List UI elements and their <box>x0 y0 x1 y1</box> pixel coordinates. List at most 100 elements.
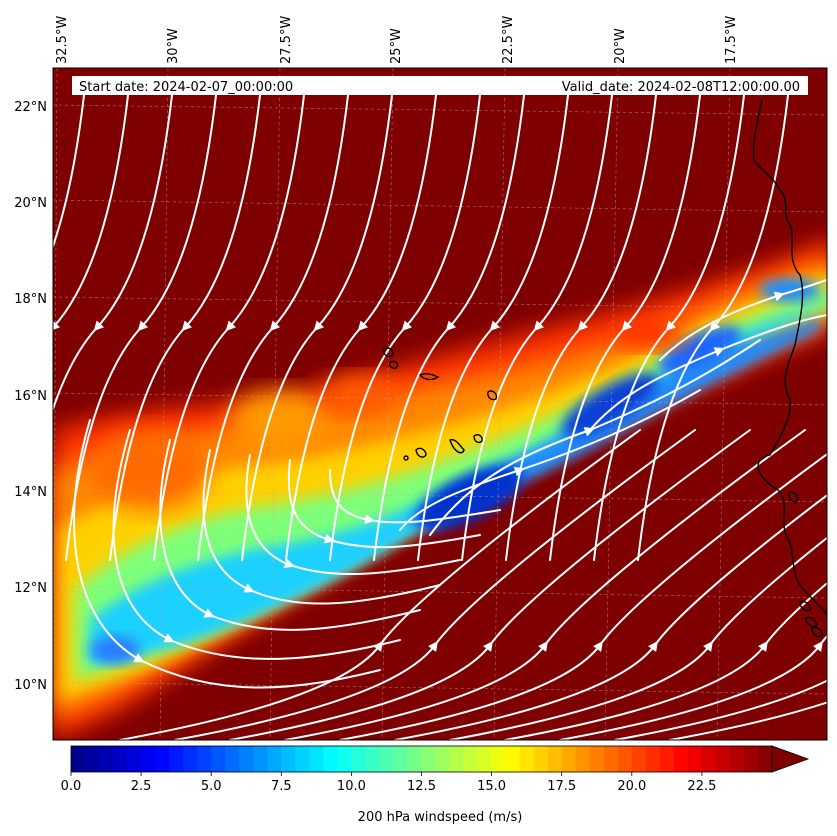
streamline <box>339 452 827 740</box>
colorbar-tick-label: 5.0 <box>201 779 222 794</box>
colorbar-cell <box>659 746 675 772</box>
colorbar-tick-label: 7.5 <box>271 779 292 794</box>
colorbar-cell <box>351 746 367 772</box>
streamline <box>112 429 401 660</box>
lon-tick-label: 25°W <box>389 28 404 64</box>
streamline <box>287 459 481 549</box>
colorbar-extend-arrow <box>771 745 810 773</box>
colorbar-cell <box>85 746 100 772</box>
latitude-labels: 22°N 20°N 18°N 16°N 14°N 12°N 10°N <box>14 100 47 693</box>
colorbar-cell <box>575 746 591 772</box>
streamline <box>589 314 827 431</box>
colorbar-cell <box>393 746 409 772</box>
colorbar-cell <box>729 746 745 772</box>
streamline <box>241 94 393 561</box>
lon-tick-label: 17.5°W <box>724 16 739 64</box>
colorbar-cell <box>211 746 226 772</box>
colorbar-cell <box>561 746 577 772</box>
colorbar-cell <box>141 746 156 772</box>
map-frame <box>52 67 828 741</box>
start-date-label: Start date: 2024-02-07_00:00:00 <box>79 80 293 95</box>
colorbar-cell <box>617 746 633 772</box>
streamline <box>669 701 827 740</box>
colorbar-label: 200 hPa windspeed (m/s) <box>358 810 523 825</box>
coastline <box>382 99 827 638</box>
map-panel <box>53 68 827 740</box>
lon-tick-label: 27.5°W <box>279 16 294 64</box>
colorbar-tick-label: 12.5 <box>407 779 436 794</box>
colorbar-cell <box>477 746 493 772</box>
colorbar-cell <box>281 746 296 772</box>
lon-tick-label: 20°W <box>613 28 628 64</box>
streamline <box>549 94 701 561</box>
colorbar-cell <box>757 746 773 772</box>
streamline <box>197 94 349 561</box>
colorbar-cell <box>239 746 254 772</box>
streamline <box>504 581 827 740</box>
colorbar-cell <box>295 746 310 772</box>
streamline <box>65 94 217 561</box>
colorbar-cell <box>435 746 451 772</box>
colorbar: 0.0 2.5 5.0 7.5 10.0 12.5 15.0 17.5 20.0 22.5 200… <box>61 745 810 825</box>
colorbar-cells <box>71 746 773 772</box>
streamlines <box>53 94 827 740</box>
colorbar-tick-label: 0.0 <box>61 779 82 794</box>
streamline <box>461 94 613 561</box>
colorbar-cell <box>323 746 338 772</box>
streamline <box>593 94 745 561</box>
colorbar-cell <box>421 746 437 772</box>
streamline <box>229 429 751 740</box>
colorbar-cell <box>365 746 381 772</box>
lat-tick-label: 20°N <box>14 196 47 211</box>
streamline <box>637 94 789 561</box>
colorbar-cell <box>547 746 563 772</box>
colorbar-ticks: 0.0 2.5 5.0 7.5 10.0 12.5 15.0 17.5 20.0 22.5 <box>61 772 716 794</box>
colorbar-cell <box>449 746 465 772</box>
colorbar-cell <box>309 746 324 772</box>
colorbar-tick-label: 17.5 <box>547 779 576 794</box>
colorbar-cell <box>183 746 198 772</box>
streamline <box>614 679 827 740</box>
colorbar-cell <box>407 746 423 772</box>
streamline <box>329 469 501 525</box>
lon-tick-label: 30°W <box>166 28 181 64</box>
colorbar-tick-label: 22.5 <box>687 779 716 794</box>
colorbar-cell <box>673 746 689 772</box>
streamline <box>417 94 569 561</box>
colorbar-tick-label: 2.5 <box>131 779 152 794</box>
streamline <box>109 94 261 561</box>
colorbar-cell <box>113 746 128 772</box>
streamline <box>373 94 525 561</box>
colorbar-cell <box>589 746 605 772</box>
streamline <box>53 94 173 413</box>
lat-tick-label: 12°N <box>14 581 47 596</box>
colorbar-tick-label: 15.0 <box>477 779 506 794</box>
colorbar-cell <box>505 746 521 772</box>
longitude-labels: 32.5°W 30°W 27.5°W 25°W 22.5°W 20°W 17.5… <box>55 16 739 64</box>
streamline <box>202 449 441 605</box>
colorbar-cell <box>197 746 212 772</box>
colorbar-tick-label: 10.0 <box>337 779 366 794</box>
colorbar-cell <box>169 746 184 772</box>
streamline <box>399 389 701 531</box>
colorbar-cell <box>463 746 479 772</box>
colorbar-cell <box>71 746 86 772</box>
colorbar-cell <box>253 746 268 772</box>
date-header: Start date: 2024-02-07_00:00:00 Valid_da… <box>72 76 808 95</box>
lat-tick-label: 10°N <box>14 678 47 693</box>
colorbar-cell <box>645 746 661 772</box>
colorbar-cell <box>379 746 395 772</box>
streamline <box>153 94 305 561</box>
colorbar-cell <box>225 746 240 772</box>
colorbar-tick-label: 20.0 <box>617 779 646 794</box>
colorbar-cell <box>701 746 717 772</box>
streamline <box>505 94 657 561</box>
streamline <box>159 439 421 631</box>
colorbar-cell <box>127 746 142 772</box>
colorbar-cell <box>533 746 549 772</box>
colorbar-cell <box>267 746 282 772</box>
lat-tick-label: 16°N <box>14 389 47 404</box>
colorbar-cell <box>337 746 352 772</box>
streamline <box>73 419 381 689</box>
